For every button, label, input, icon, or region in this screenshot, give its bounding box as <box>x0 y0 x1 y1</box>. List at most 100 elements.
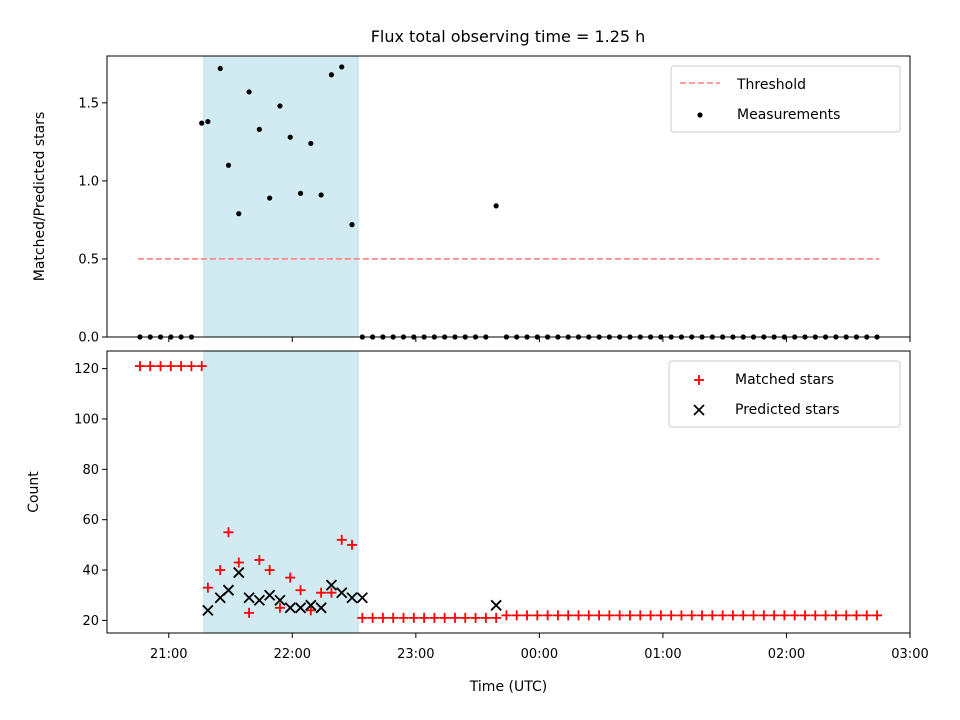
matched-star-point <box>511 610 522 621</box>
y-tick-label: 60 <box>82 513 99 528</box>
x-tick-label: 23:00 <box>397 647 434 662</box>
matched-star-point <box>872 610 883 621</box>
predicted-star-point <box>233 566 245 579</box>
y-tick-label: 120 <box>74 362 99 377</box>
y-tick-label: 20 <box>82 614 99 629</box>
matched-star-point <box>501 610 512 621</box>
matched-star-point <box>655 610 666 621</box>
matched-star-point <box>186 361 197 372</box>
matched-star-point <box>758 610 769 621</box>
matched-star-point <box>727 610 738 621</box>
legend-measurements-label: Measurements <box>737 107 840 123</box>
matched-star-point <box>522 610 533 621</box>
legend-predicted-label: Predicted stars <box>735 402 840 418</box>
matched-star-point <box>176 361 187 372</box>
matched-star-point <box>563 610 574 621</box>
measurement-point <box>493 203 499 209</box>
matched-star-point <box>326 587 337 598</box>
star-count-panel: 20 40 60 80 100 120 21:00 22:00 23:00 00:00 01:00… <box>26 350 929 695</box>
matched-star-point <box>614 610 625 621</box>
predicted-star-point <box>294 602 307 614</box>
matched-star-point <box>676 610 687 621</box>
matched-star-point <box>347 539 358 550</box>
matched-star-point <box>449 612 460 623</box>
matched-star-point <box>624 610 635 621</box>
y-tick-label: 80 <box>82 463 99 478</box>
matched-star-point <box>419 612 430 623</box>
matched-star-point <box>377 612 388 623</box>
matched-star-point <box>820 610 831 621</box>
matched-star-point <box>552 610 563 621</box>
measurement-point <box>256 126 262 132</box>
matched-star-point <box>357 612 368 623</box>
matched-star-point <box>233 557 244 568</box>
x-axis-label: Time (UTC) <box>469 679 547 695</box>
matched-star-point <box>305 605 316 616</box>
x-tick-label: 03:00 <box>891 647 928 662</box>
matched-star-point <box>480 612 491 623</box>
y-tick-label: 1.5 <box>78 96 99 111</box>
matched-star-point <box>274 602 285 613</box>
measurement-point <box>236 211 242 217</box>
predicted-star-point <box>346 592 358 604</box>
predicted-star-point <box>356 592 368 604</box>
bottom-series-layer <box>134 361 883 623</box>
matched-star-point <box>367 612 378 623</box>
matched-star-point <box>594 610 605 621</box>
legend-measurements-swatch <box>697 112 703 118</box>
matched-star-point <box>789 610 800 621</box>
matched-star-point <box>738 610 749 621</box>
legend-threshold-label: Threshold <box>736 77 806 93</box>
matched-star-point <box>851 610 862 621</box>
predicted-star-point <box>222 584 235 596</box>
y-tick-label: 40 <box>82 564 99 579</box>
measurement-point <box>328 72 335 78</box>
matched-star-point <box>196 361 207 372</box>
matched-star-point <box>439 612 450 623</box>
measurement-point <box>246 89 252 95</box>
matched-star-point <box>573 610 584 621</box>
matched-star-point <box>264 565 275 576</box>
measurement-point <box>318 192 324 198</box>
matched-star-point <box>244 607 255 618</box>
matched-star-point <box>861 610 872 621</box>
measurement-point <box>205 118 211 125</box>
top-series-layer <box>137 64 880 340</box>
predicted-star-point <box>325 579 338 591</box>
measurement-point <box>225 162 232 168</box>
observing-window-shade <box>203 55 359 338</box>
matched-star-point <box>779 610 790 621</box>
legend-cross-marker <box>693 404 705 416</box>
matched-star-point <box>215 565 226 576</box>
bottom-legend-box <box>668 360 901 428</box>
matched-star-point <box>707 610 718 621</box>
measurement-point <box>199 120 205 126</box>
matched-star-point <box>336 534 347 545</box>
matched-star-point <box>429 612 440 623</box>
matched-star-point <box>223 527 234 538</box>
predicted-star-point <box>490 599 502 611</box>
top-axes-frame <box>106 55 911 338</box>
predicted-star-point <box>253 594 266 606</box>
matched-star-point <box>542 610 553 621</box>
legend-plus-marker <box>694 375 704 385</box>
top-y-axis-ticks: 0.0 0.5 1.0 1.5 <box>78 96 107 346</box>
y-tick-label: 100 <box>74 412 99 427</box>
predicted-star-point <box>284 602 296 614</box>
x-tick-label: 00:00 <box>521 647 558 662</box>
measurement-point <box>287 134 293 140</box>
matched-star-point <box>841 610 852 621</box>
matched-star-point <box>155 361 166 372</box>
y-tick-label: 1.0 <box>78 174 99 189</box>
matched-star-point <box>285 572 296 583</box>
matched-star-point <box>408 612 419 623</box>
matched-star-point <box>583 610 594 621</box>
x-tick-label: 21:00 <box>150 647 187 662</box>
x-tick-label: 22:00 <box>274 647 311 662</box>
matched-star-point <box>398 612 409 623</box>
predicted-star-point <box>315 602 327 614</box>
bottom-axes-frame <box>106 350 911 634</box>
measurement-point <box>217 65 223 72</box>
top-y-axis-label: Matched/Predicted stars <box>32 112 48 282</box>
